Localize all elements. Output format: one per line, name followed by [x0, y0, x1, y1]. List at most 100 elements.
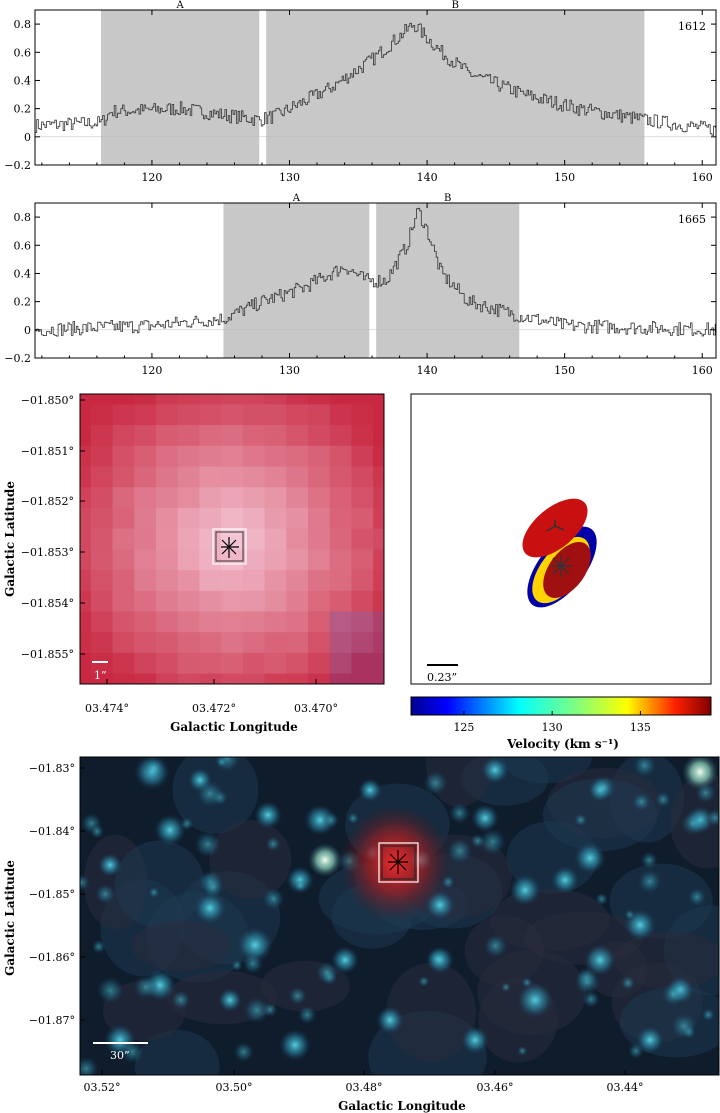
map-pixel: [264, 404, 287, 426]
dust-blob: [386, 962, 477, 1062]
map-pixel: [177, 673, 201, 684]
faint-star: [265, 835, 282, 852]
map-pixel: [199, 445, 222, 468]
star: [154, 814, 186, 846]
map-pixel: [112, 590, 135, 613]
map-pixel: [156, 487, 179, 509]
map-pixel: [177, 466, 201, 488]
map-pixel: [134, 507, 157, 530]
map-pixel: [308, 652, 331, 675]
faint-star: [631, 792, 651, 812]
faint-star: [483, 933, 508, 959]
map-pixel: [329, 673, 353, 684]
x-tick-label: 130: [279, 171, 300, 184]
y-tick-label: 0.4: [14, 267, 32, 280]
region-B: [266, 10, 645, 165]
map-pixel: [134, 466, 157, 488]
star: [218, 988, 242, 1012]
y-tick-label: −01.84°: [29, 825, 75, 838]
map-pixel: [286, 425, 309, 447]
map-pixel: [177, 632, 201, 654]
map-pixel: [286, 487, 309, 509]
y-tick-label: 0.8: [14, 211, 32, 224]
map-pixel: [80, 652, 92, 675]
map-pixel: [156, 590, 179, 613]
faint-star: [624, 909, 636, 921]
map-pixel: [90, 611, 114, 633]
map-pixel: [286, 570, 309, 592]
colorbar-ticks: 125 130 135: [453, 711, 651, 734]
map-pixel: [199, 611, 222, 633]
star: [574, 842, 606, 874]
map-pixel: [134, 445, 157, 468]
star: [358, 778, 382, 802]
map-pixel: [308, 590, 331, 613]
map-pixel: [286, 466, 309, 488]
map-pixel: [329, 425, 353, 447]
y-tick-label: 0.2: [14, 103, 32, 116]
y-tick-label: 0.4: [14, 74, 32, 87]
x-tick-label: 130: [279, 364, 300, 377]
faint-star: [148, 886, 160, 899]
ellipse-scalebar-label: 0.23”: [427, 671, 457, 684]
x-tick-label: 120: [141, 171, 162, 184]
map-pixel: [80, 632, 92, 654]
faint-star: [521, 977, 533, 988]
star: [509, 874, 541, 906]
faint-star: [80, 873, 91, 892]
map-pixel: [134, 487, 157, 509]
y-tick-label: −01.87°: [29, 1014, 75, 1027]
map-pixel: [242, 549, 266, 571]
map-pixel: [177, 487, 201, 509]
plot-area: [35, 203, 716, 358]
y-tick-label: 0: [24, 324, 31, 337]
colorbar-tick-label: 125: [453, 721, 474, 734]
map-pixel: [373, 528, 384, 550]
y-tick-label: 0.2: [14, 296, 32, 309]
faint-star: [655, 791, 671, 808]
map-pixel: [156, 466, 179, 488]
map-pixel: [308, 394, 331, 405]
map-pixel: [221, 632, 244, 654]
spectrum-id-label: 1612: [678, 20, 706, 33]
map-pixel: [329, 652, 353, 675]
map-pixel: [199, 590, 222, 613]
x-tick-label: 120: [141, 364, 162, 377]
map-pixel: [199, 487, 222, 509]
map-pixel: [242, 404, 266, 426]
map-pixel: [264, 425, 287, 447]
wide-field-ylabel: Galactic Latitude: [3, 860, 17, 976]
map-pixel: [373, 549, 384, 571]
map-pixel: [373, 466, 384, 488]
zoom-map-panel: 1” 03.474° 03.472° 03.470° −01.850° −01.851°…: [3, 393, 385, 734]
map-pixel: [112, 487, 135, 509]
star: [471, 804, 499, 832]
map-pixel: [177, 394, 201, 405]
faint-star: [89, 824, 105, 839]
map-pixel: [351, 466, 374, 488]
map-pixel: [329, 632, 353, 654]
y-tick-label: 0.6: [14, 239, 32, 252]
wide-field-panel: 30” 03.52° 03.50° 03.48° 03.46° 03.44° −01.83…: [3, 756, 720, 1113]
x-tick-label: 03.50°: [216, 1081, 253, 1094]
map-pixel: [134, 590, 157, 613]
map-pixel: [134, 404, 157, 426]
map-pixel: [199, 549, 222, 571]
map-pixel: [90, 673, 114, 684]
faint-star: [242, 952, 264, 975]
velocity-ellipse-panel: 0.23” 125 130 135 Velocity (km s⁻¹): [410, 393, 712, 751]
spectrum-trace: [35, 207, 716, 337]
map-pixel: [134, 632, 157, 654]
map-pixel: [373, 570, 384, 592]
map-pixel: [329, 487, 353, 509]
dust-blob: [542, 778, 658, 852]
map-pixel: [308, 487, 331, 509]
map-pixel: [242, 425, 266, 447]
ellipse-red: [522, 498, 588, 558]
faint-star: [695, 782, 717, 804]
map-pixel: [373, 487, 384, 509]
map-pixel: [80, 673, 92, 684]
faint-star: [171, 990, 191, 1010]
map-pixel: [351, 507, 374, 530]
spectrum-trace: [35, 22, 716, 136]
